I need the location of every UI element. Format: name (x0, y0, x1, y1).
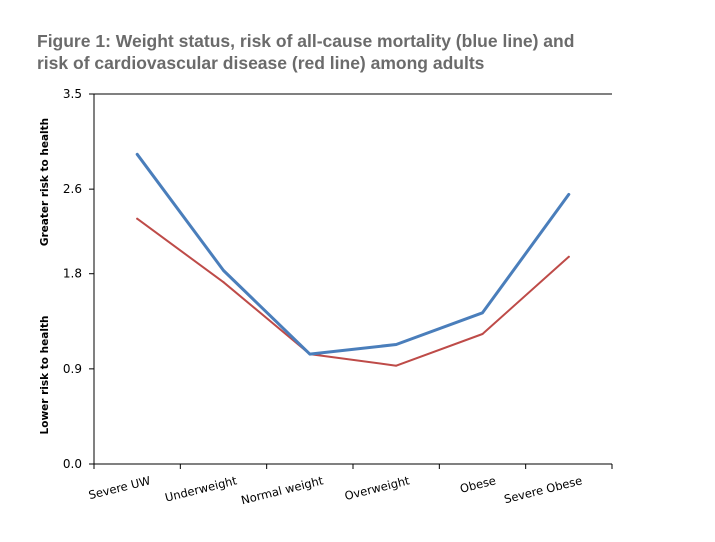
x-tick-label: Normal weight (240, 473, 325, 507)
data-point (395, 364, 398, 367)
data-point (136, 217, 139, 220)
data-point (481, 311, 484, 314)
x-tick-label: Severe Obese (503, 473, 584, 506)
data-point (136, 153, 139, 156)
series-line-0 (135, 152, 571, 356)
y-axis-label-lower: Lower risk to health (39, 316, 51, 435)
data-point (222, 281, 225, 284)
data-point (481, 332, 484, 335)
y-tick-label: 3.5 (63, 87, 82, 101)
x-tick-label: Severe UW (87, 473, 152, 502)
y-tick-label: 0.9 (63, 362, 82, 376)
data-point (308, 353, 311, 356)
chart-title: Figure 1: Weight status, risk of all-cau… (37, 30, 697, 74)
data-point (222, 269, 225, 272)
data-point (567, 255, 570, 258)
y-tick-label: 2.6 (63, 182, 82, 196)
chart-title-line-2: risk of cardiovascular disease (red line… (37, 53, 485, 73)
chart-title-line-1: Figure 1: Weight status, risk of all-cau… (37, 31, 575, 51)
data-point (395, 343, 398, 346)
x-tick-label: Underweight (163, 473, 238, 505)
x-tick-label: Obese (458, 473, 497, 495)
y-axis-label-upper: Greater risk to health (39, 118, 51, 246)
series-line-1 (136, 217, 570, 367)
data-point (567, 193, 570, 196)
x-tick-label: Overweight (343, 473, 411, 503)
y-tick-label: 1.8 (63, 267, 82, 281)
y-tick-label: 0.0 (63, 457, 82, 471)
